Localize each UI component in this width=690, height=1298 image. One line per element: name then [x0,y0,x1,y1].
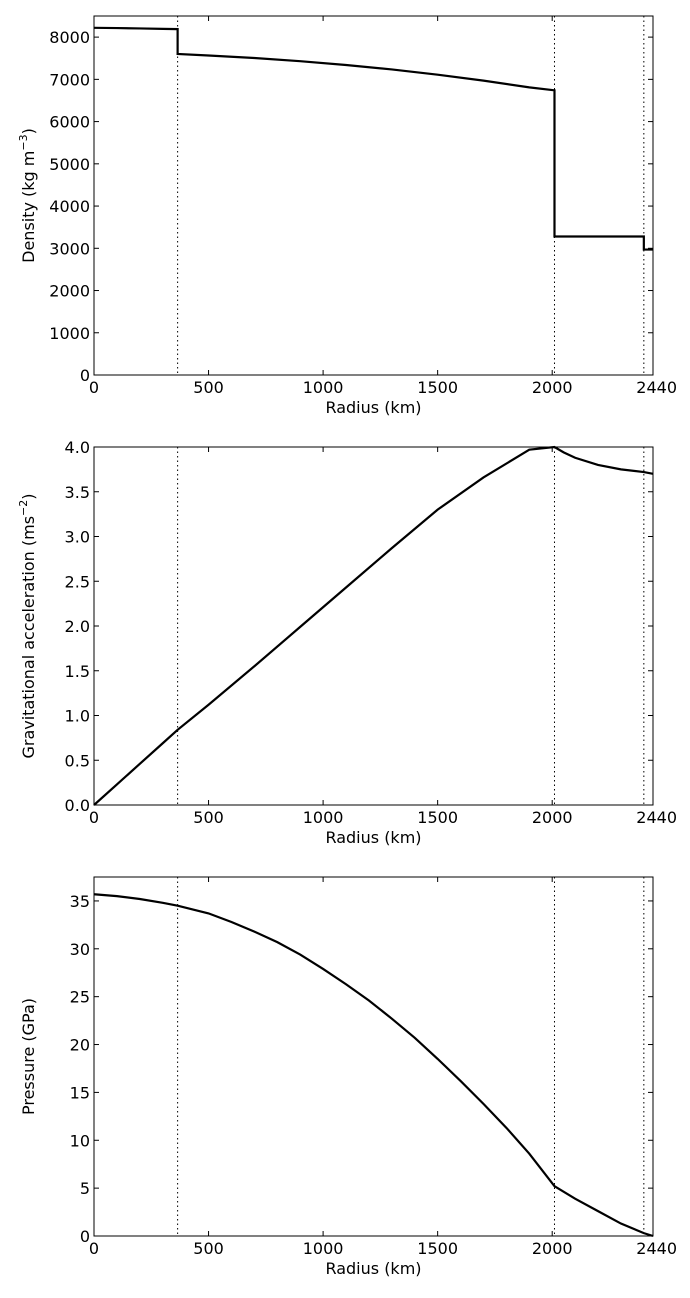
x-tick-label: 1500 [417,808,458,827]
x-tick-label: 2440 [636,378,677,397]
chart-panel-3: 0 500 1000 1500 2000 2440 0 5 10 15 20 25 30 35 Radius… [19,876,677,1278]
x-tick-label: 0 [89,1239,99,1258]
y-tick-label: 0 [80,366,90,385]
y-tick-label: 0 [80,1227,90,1246]
x-tick-label: 2000 [532,378,573,397]
y-tick-label: 2000 [49,282,90,301]
y-tick-label: 5000 [49,155,90,174]
plot-frame [93,446,654,806]
x-tick-label: 2440 [636,808,677,827]
x-tick-label: 500 [193,808,224,827]
y-tick-label: 5 [80,1179,90,1198]
chart-panel-2: 0 500 1000 1500 2000 2440 0.0 0.5 1.0 1.5 2.0 2.5 3.… [17,438,677,847]
x-tick-label: 0 [89,378,99,397]
x-axis-label: Radius (km) [325,398,421,417]
x-tick-label: 1000 [303,808,344,827]
y-axis-label: Pressure (GPa) [19,998,38,1115]
x-tick-label: 1500 [417,1239,458,1258]
x-tick-label: 500 [193,378,224,397]
y-tick-label: 8000 [49,28,90,47]
plot-frame [93,876,654,1237]
y-tick-label: 1.0 [65,707,90,726]
y-tick-label: 3.5 [65,483,90,502]
x-tick-label: 1500 [417,378,458,397]
y-tick-label: 7000 [49,70,90,89]
y-tick-label: 4.0 [65,438,90,457]
x-tick-label: 2000 [532,808,573,827]
y-tick-label: 0.0 [65,796,90,815]
chart-panel-1: 0 500 1000 1500 2000 2440 0 1000 2000 3000 4000 500… [17,15,677,417]
y-axis-label: Gravitational acceleration (ms−2) [17,493,38,758]
y-axis-label: Density (kg m−3) [17,128,38,263]
x-axis-label: Radius (km) [325,828,421,847]
series-line-1 [93,893,654,1238]
y-tick-label: 15 [70,1083,90,1102]
y-tick-label: 30 [70,940,90,959]
y-tick-label: 1000 [49,324,90,343]
x-tick-label: 1000 [303,378,344,397]
series-line-1 [93,26,653,251]
y-tick-label: 2.5 [65,572,90,591]
x-tick-label: 2000 [532,1239,573,1258]
y-tick-label: 1.5 [65,662,90,681]
x-tick-label: 1000 [303,1239,344,1258]
y-tick-label: 0.5 [65,751,90,770]
y-tick-label: 20 [70,1036,90,1055]
x-tick-label: 500 [193,1239,224,1258]
plot-frame [93,15,654,376]
x-tick-label: 2440 [636,1239,677,1258]
y-tick-label: 3.0 [65,528,90,547]
y-tick-label: 3000 [49,239,90,258]
y-tick-label: 10 [70,1131,90,1150]
y-tick-label: 35 [70,892,90,911]
x-tick-label: 0 [89,808,99,827]
y-tick-label: 6000 [49,113,90,132]
y-tick-label: 4000 [49,197,90,216]
y-tick-label: 25 [70,988,90,1007]
series-line-1 [93,445,654,806]
y-tick-label: 2.0 [65,617,90,636]
x-axis-label: Radius (km) [325,1259,421,1278]
